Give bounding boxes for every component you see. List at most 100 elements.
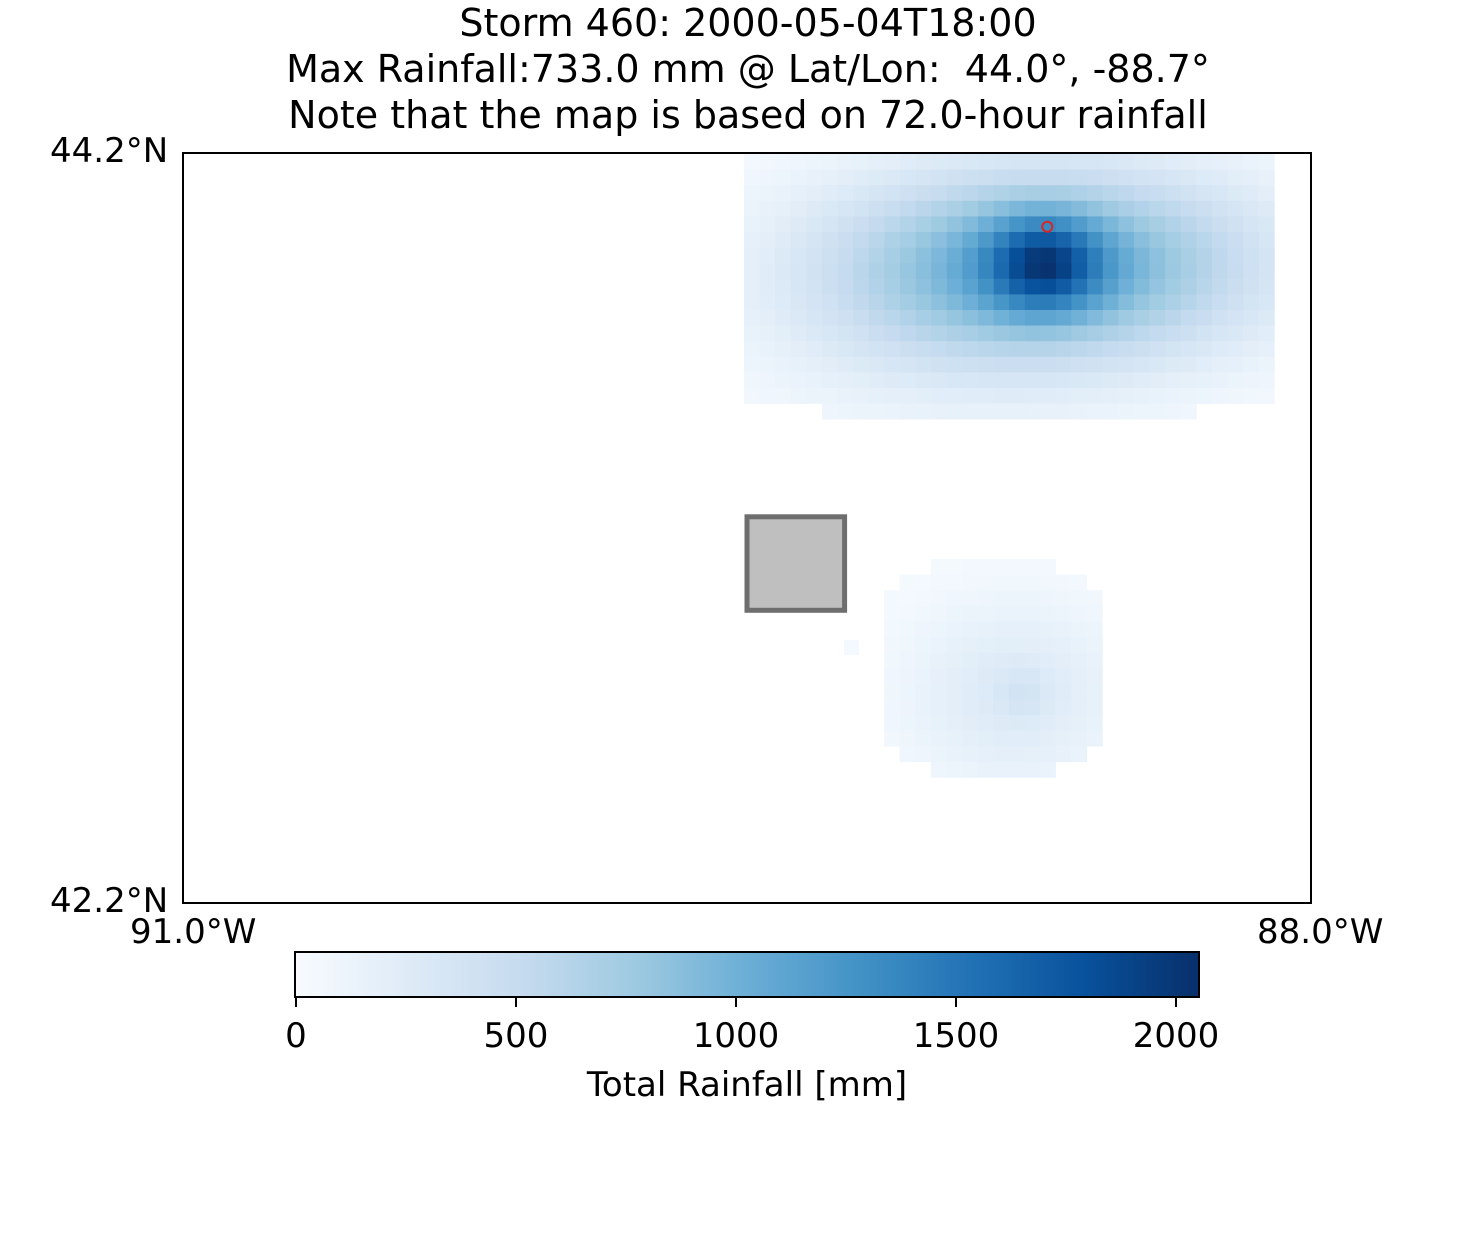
rain-cell — [1087, 325, 1104, 342]
rain-cell — [930, 621, 947, 638]
rain-cell — [962, 746, 978, 763]
rain-cell — [1165, 341, 1182, 358]
rain-cell — [884, 403, 901, 420]
rain-cell — [1212, 154, 1228, 170]
rain-cell — [806, 247, 823, 264]
rain-cell — [1196, 325, 1213, 342]
rain-cell — [1024, 574, 1041, 591]
rain-cell — [775, 294, 792, 311]
rain-cell — [868, 294, 885, 311]
rain-cell — [822, 247, 838, 264]
rain-cell — [1196, 247, 1213, 264]
rain-cell — [962, 294, 979, 311]
rain-cell — [1102, 169, 1119, 186]
rain-cell — [1165, 388, 1182, 404]
rain-cell — [1008, 637, 1025, 653]
rain-cell — [977, 559, 994, 575]
rain-cell — [931, 388, 948, 404]
rain-cell — [915, 372, 932, 389]
rain-cell — [1118, 216, 1135, 233]
rain-cell — [1086, 637, 1103, 653]
rain-cell — [1086, 715, 1103, 731]
rain-cell — [1071, 200, 1088, 217]
rain-cell — [978, 232, 994, 248]
rain-cell — [1071, 263, 1088, 280]
rain-cell — [1134, 388, 1150, 404]
rain-cell — [744, 356, 760, 373]
lon-right-label: 88.0°W — [1257, 912, 1384, 952]
rain-cell — [1149, 263, 1166, 280]
rain-cell — [868, 154, 885, 170]
rain-cell — [962, 637, 978, 653]
rain-cell — [962, 247, 979, 264]
rain-cell — [1056, 278, 1072, 295]
rain-cell — [930, 746, 947, 763]
rain-cell — [900, 216, 916, 233]
rain-cell — [978, 154, 994, 170]
rain-cell — [1040, 154, 1057, 170]
rain-cell — [1040, 325, 1057, 342]
rain-cell — [884, 341, 901, 358]
rain-cell — [993, 388, 1010, 404]
rain-cell — [900, 356, 916, 373]
rain-cell — [744, 294, 760, 311]
rain-cell — [1196, 294, 1213, 311]
rain-cell — [962, 216, 979, 233]
rain-cell — [1196, 372, 1213, 389]
rain-cell — [1086, 652, 1103, 669]
rain-cell — [1227, 325, 1244, 342]
rain-cell — [1056, 356, 1072, 373]
rain-cell — [931, 372, 948, 389]
rain-cell — [1071, 154, 1088, 170]
rain-cell — [790, 278, 807, 295]
rain-cell — [1180, 356, 1197, 373]
rain-cell — [978, 372, 994, 389]
rain-cell — [962, 341, 979, 358]
rain-cell — [900, 247, 916, 264]
rain-cell — [1212, 247, 1228, 264]
rain-cell — [915, 169, 932, 186]
rain-cell — [1024, 232, 1041, 248]
rainfall-grid — [744, 154, 1275, 778]
rain-cell — [853, 310, 870, 326]
rain-cell — [744, 263, 760, 280]
rain-cell — [977, 621, 994, 638]
rain-cell — [1071, 699, 1088, 716]
rain-cell — [1008, 683, 1025, 700]
rain-cell — [1071, 216, 1088, 233]
rain-cell — [1040, 683, 1056, 700]
rain-cell — [900, 169, 916, 186]
rain-cell — [962, 699, 978, 716]
rain-cell — [915, 388, 932, 404]
rain-cell — [946, 388, 963, 404]
rain-cell — [775, 356, 792, 373]
rain-cell — [899, 637, 916, 653]
rain-cell — [931, 263, 948, 280]
rain-cell — [946, 169, 963, 186]
rain-cell — [775, 232, 792, 248]
rain-cell — [1134, 403, 1150, 420]
rain-cell — [884, 169, 901, 186]
rain-cell — [744, 372, 760, 389]
rain-cell — [1134, 310, 1150, 326]
rain-cell — [1258, 263, 1275, 280]
rain-cell — [1149, 169, 1166, 186]
rain-cell — [915, 310, 932, 326]
rain-cell — [946, 294, 963, 311]
rain-cell — [946, 247, 963, 264]
rain-cell — [915, 637, 932, 653]
rain-cell — [790, 247, 807, 264]
rain-cell — [837, 232, 854, 248]
rain-cell — [915, 730, 932, 747]
rain-cell — [978, 356, 994, 373]
rain-cell — [900, 200, 916, 217]
rain-cell — [1258, 278, 1275, 295]
rain-cell — [806, 310, 823, 326]
rain-cell — [1009, 403, 1026, 420]
rain-cell — [1212, 278, 1228, 295]
rain-cell — [1056, 388, 1072, 404]
rain-cell — [946, 341, 963, 358]
lat-top-label: 44.2°N — [50, 131, 169, 171]
rain-cell — [837, 341, 854, 358]
rain-cell — [837, 278, 854, 295]
